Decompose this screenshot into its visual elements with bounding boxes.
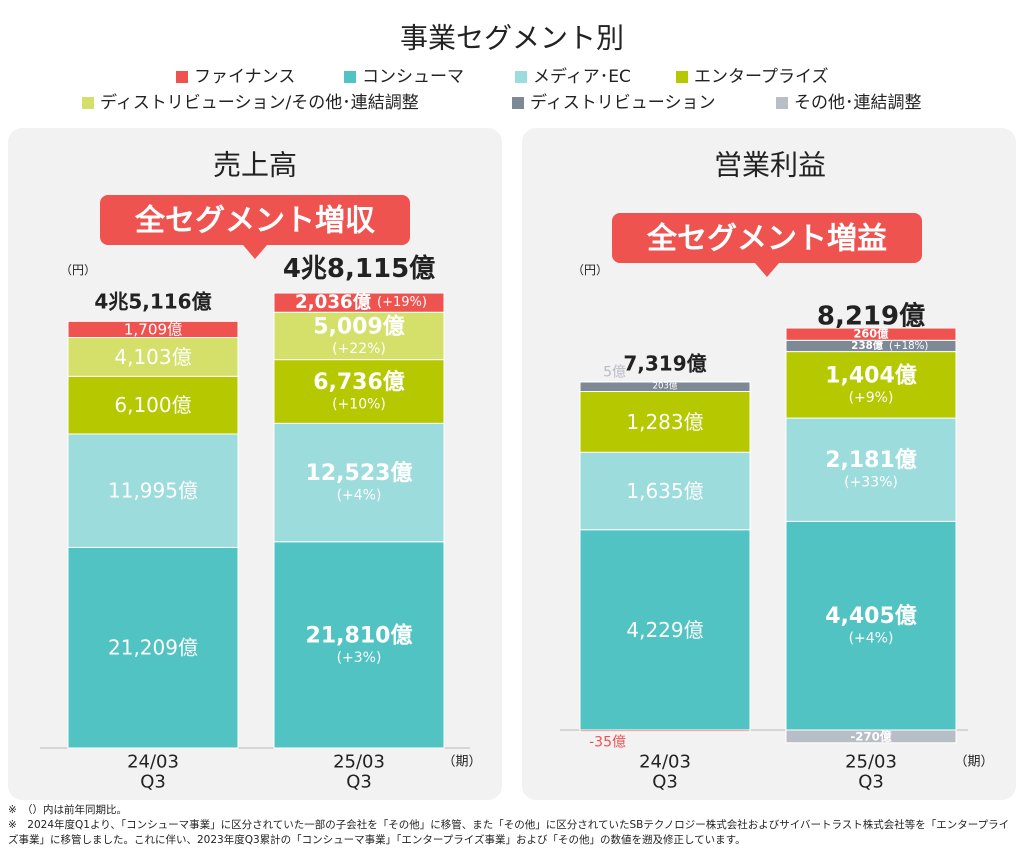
infographic: 事業セグメント別 ファイナンス コンシューマ メディア･EC エンタープライズディスト… <box>8 22 1016 800</box>
value-label: -35億 <box>589 735 626 751</box>
change-label: (+19%) <box>377 295 427 310</box>
value-label: 4,405億 <box>825 603 917 629</box>
bar-segment <box>273 422 445 543</box>
bar-segment <box>273 541 445 749</box>
bar-segment <box>579 529 751 731</box>
chart-title: 営業利益 <box>714 149 826 182</box>
legend-swatch <box>776 97 788 109</box>
legend-swatch <box>676 71 688 83</box>
footnote: ※ （）内は前年同期比。 <box>8 804 128 816</box>
bar-segment <box>579 451 751 531</box>
legend-label: ディストリビューション/その他･連結調整 <box>100 92 419 113</box>
total-label: 7,319億 <box>623 351 706 375</box>
footnotes: ※ （）内は前年同期比。 ※ 2024年度Q1より、「コンシューマ事業」に区分さ… <box>8 803 1018 848</box>
bar-segment <box>785 327 957 341</box>
value-label: 1,404億 <box>825 362 917 388</box>
legend-swatch <box>515 71 527 83</box>
x-tick-label: Q3 <box>346 772 372 793</box>
bar-segment <box>785 729 957 744</box>
callout-text: 全セグメント増収 <box>134 204 376 239</box>
value-label: 2,181億 <box>825 447 917 473</box>
x-tick-label: 25/03 <box>845 752 897 773</box>
change-label: (+9%) <box>849 390 894 406</box>
legend-label: エンタープライズ <box>694 67 828 87</box>
value-label: 21,810億 <box>306 622 413 648</box>
value-label: 260億 <box>854 327 890 341</box>
total-label: 4兆8,115億 <box>283 254 435 284</box>
change-label: (+4%) <box>337 488 382 504</box>
legend-label: その他･連結調整 <box>794 93 922 113</box>
value-label: 12,523億 <box>306 460 413 486</box>
bar-segment <box>785 417 957 522</box>
value-label: -270億 <box>850 729 891 743</box>
legend-label: ファイナンス <box>194 67 295 87</box>
value-label: 1,635億 <box>626 479 703 503</box>
legend-swatch <box>82 97 94 109</box>
legend-label: ディストリビューション <box>530 92 715 113</box>
bar-segment <box>579 391 751 453</box>
value-label: 4,229億 <box>626 618 703 642</box>
unit-label: （円） <box>60 263 96 277</box>
value-label: 238億 <box>851 339 883 352</box>
total-label: 8,219億 <box>817 302 925 332</box>
value-label: 1,283億 <box>626 410 703 434</box>
x-tick-label: 25/03 <box>333 752 385 773</box>
x-tick-label: Q3 <box>858 772 884 793</box>
page-title: 事業セグメント別 <box>400 22 624 55</box>
change-label: (+3%) <box>337 650 382 666</box>
period-label: （期） <box>954 755 993 770</box>
period-label: （期） <box>442 755 481 770</box>
change-label: (+22%) <box>332 341 386 357</box>
legend-label: コンシューマ <box>362 67 464 87</box>
bar-segment <box>785 351 957 419</box>
callout-text: 全セグメント増益 <box>646 222 887 257</box>
footnote: ※ 2024年度Q1より、「コンシューマ事業」に区分されていた一部の子会社を「そ… <box>8 819 1010 846</box>
value-label: 5,009億 <box>313 313 405 339</box>
value-label: 21,209億 <box>108 636 198 660</box>
x-tick-label: Q3 <box>140 772 166 793</box>
value-label: 11,995億 <box>108 479 198 503</box>
x-tick-label: Q3 <box>652 772 678 793</box>
bar-segment <box>67 320 239 339</box>
total-label: 4兆5,116億 <box>94 289 211 313</box>
bar-segment <box>67 375 239 435</box>
x-tick-label: 24/03 <box>127 752 179 773</box>
legend-swatch <box>176 71 188 83</box>
value-label: 1,709億 <box>124 320 183 338</box>
bar-segment <box>67 546 239 749</box>
legend-label: メディア･EC <box>533 66 631 87</box>
callout-box <box>100 195 410 259</box>
change-label: (+4%) <box>849 631 894 647</box>
value-label: 2,036億 <box>295 291 372 313</box>
value-label: 6,100億 <box>114 393 191 417</box>
bar-segment <box>273 311 445 361</box>
bar-segment <box>579 729 751 733</box>
callout-box <box>612 213 922 277</box>
bar-segment <box>273 292 445 313</box>
legend-swatch <box>512 97 524 109</box>
change-label: (+18%) <box>889 340 928 352</box>
value-label: 6,736億 <box>313 369 405 395</box>
value-label: 4,103億 <box>114 345 191 369</box>
x-tick-label: 24/03 <box>639 752 691 773</box>
change-label: (+33%) <box>844 475 898 491</box>
value-label: 203億 <box>652 380 677 392</box>
chart-title: 売上高 <box>213 149 297 182</box>
change-label: (+10%) <box>332 396 386 412</box>
value-label: 5億 <box>603 365 626 381</box>
legend-swatch <box>344 71 356 83</box>
bar-segment <box>785 520 957 731</box>
unit-label: （円） <box>572 263 608 277</box>
bar-segment <box>67 433 239 548</box>
